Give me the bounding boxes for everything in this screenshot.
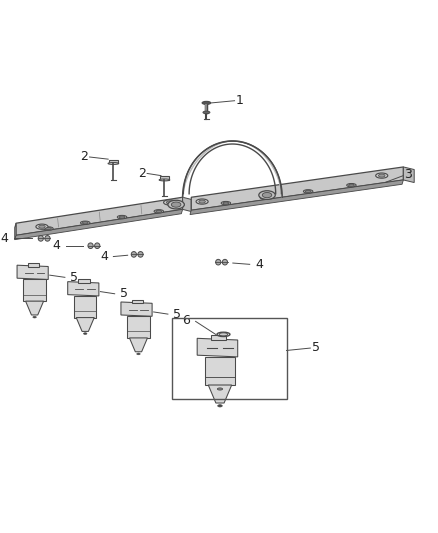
Ellipse shape bbox=[349, 184, 354, 186]
Ellipse shape bbox=[223, 260, 227, 265]
Ellipse shape bbox=[137, 353, 140, 355]
Ellipse shape bbox=[46, 228, 51, 230]
Bar bbox=[74, 296, 96, 318]
Polygon shape bbox=[15, 223, 16, 240]
Ellipse shape bbox=[217, 388, 223, 390]
Polygon shape bbox=[130, 338, 148, 352]
Bar bbox=[132, 300, 143, 303]
Polygon shape bbox=[208, 385, 232, 403]
Ellipse shape bbox=[215, 260, 221, 265]
Ellipse shape bbox=[196, 199, 208, 204]
Ellipse shape bbox=[203, 111, 210, 114]
Ellipse shape bbox=[108, 163, 119, 165]
Ellipse shape bbox=[199, 200, 205, 203]
Bar bbox=[78, 279, 90, 283]
Polygon shape bbox=[121, 302, 152, 316]
Ellipse shape bbox=[119, 216, 125, 218]
Ellipse shape bbox=[260, 196, 270, 199]
Polygon shape bbox=[68, 281, 99, 296]
Polygon shape bbox=[25, 301, 44, 315]
Ellipse shape bbox=[166, 201, 173, 204]
Ellipse shape bbox=[259, 191, 275, 199]
Ellipse shape bbox=[346, 183, 356, 187]
Ellipse shape bbox=[33, 316, 36, 318]
Ellipse shape bbox=[168, 200, 184, 209]
Ellipse shape bbox=[84, 333, 87, 334]
Polygon shape bbox=[15, 209, 183, 240]
Bar bbox=[109, 159, 118, 164]
Bar bbox=[160, 176, 169, 180]
Text: 5: 5 bbox=[311, 341, 320, 354]
Ellipse shape bbox=[305, 190, 311, 192]
Polygon shape bbox=[403, 167, 414, 182]
Ellipse shape bbox=[223, 202, 229, 204]
Ellipse shape bbox=[376, 173, 388, 178]
Ellipse shape bbox=[36, 224, 48, 229]
Ellipse shape bbox=[262, 192, 272, 198]
Text: 6: 6 bbox=[182, 314, 190, 327]
Text: 4: 4 bbox=[100, 250, 108, 263]
Bar bbox=[205, 357, 235, 385]
Ellipse shape bbox=[138, 252, 143, 257]
Ellipse shape bbox=[262, 197, 268, 199]
Bar bbox=[211, 335, 226, 340]
Text: 4: 4 bbox=[53, 239, 60, 252]
Ellipse shape bbox=[117, 215, 127, 219]
Ellipse shape bbox=[171, 202, 181, 207]
Ellipse shape bbox=[39, 225, 45, 228]
Bar bbox=[127, 316, 150, 338]
Polygon shape bbox=[190, 180, 403, 215]
Polygon shape bbox=[76, 318, 94, 332]
Ellipse shape bbox=[38, 236, 43, 241]
Text: 4: 4 bbox=[255, 258, 263, 271]
Polygon shape bbox=[16, 197, 183, 236]
Ellipse shape bbox=[163, 200, 176, 205]
Text: 4: 4 bbox=[1, 232, 9, 245]
Ellipse shape bbox=[304, 190, 313, 193]
Ellipse shape bbox=[219, 333, 228, 336]
Bar bbox=[28, 263, 39, 266]
Text: 2: 2 bbox=[81, 150, 88, 163]
Polygon shape bbox=[197, 338, 238, 357]
Ellipse shape bbox=[218, 405, 222, 407]
Ellipse shape bbox=[81, 221, 90, 224]
Ellipse shape bbox=[378, 174, 385, 177]
Text: 2: 2 bbox=[138, 166, 146, 180]
Polygon shape bbox=[183, 197, 191, 212]
Ellipse shape bbox=[45, 236, 50, 241]
Bar bbox=[172, 318, 286, 399]
Text: 5: 5 bbox=[173, 308, 181, 321]
Ellipse shape bbox=[82, 222, 88, 224]
Ellipse shape bbox=[156, 210, 162, 213]
Polygon shape bbox=[191, 167, 403, 210]
Ellipse shape bbox=[131, 252, 137, 257]
Text: 3: 3 bbox=[404, 168, 412, 181]
Ellipse shape bbox=[159, 179, 170, 181]
Text: 5: 5 bbox=[70, 271, 78, 284]
Text: 1: 1 bbox=[236, 94, 244, 107]
Bar bbox=[23, 279, 46, 301]
Ellipse shape bbox=[88, 243, 93, 248]
Ellipse shape bbox=[221, 201, 231, 205]
Ellipse shape bbox=[154, 209, 163, 213]
Text: 5: 5 bbox=[120, 287, 128, 300]
Ellipse shape bbox=[44, 227, 53, 230]
Ellipse shape bbox=[202, 101, 211, 104]
Polygon shape bbox=[17, 265, 48, 279]
Ellipse shape bbox=[95, 243, 100, 248]
